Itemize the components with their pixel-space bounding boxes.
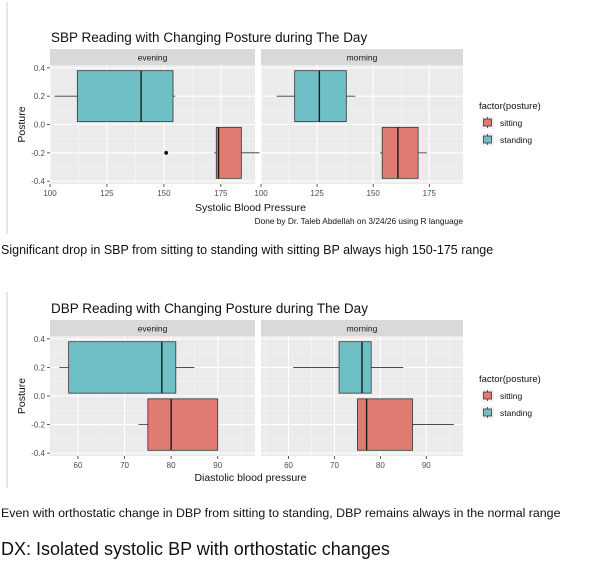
x-tick-label: 150 [367,189,381,198]
legend-label-standing: standing [500,408,532,418]
legend-key-standing [483,408,492,417]
x-tick-label: 100 [254,189,268,198]
dbp-figure: DBP Reading with Changing Posture during… [0,290,613,490]
left-border [6,292,8,488]
y-tick-label: -0.4 [31,177,45,186]
x-tick-label: 80 [167,461,176,470]
chart-title: SBP Reading with Changing Posture during… [51,30,367,45]
x-axis-title: Systolic Blood Pressure [195,202,306,214]
facet-strip-evening [50,320,255,336]
facet-strip-morning [261,49,463,65]
box-standing [76,70,174,123]
legend-label-sitting: sitting [500,118,522,128]
y-tick-label: 0.0 [34,392,46,401]
y-tick-label: 0.0 [34,121,46,130]
y-tick-label: 0.4 [34,335,46,344]
legend-key-sitting [483,391,492,400]
facet-label-morning: morning [347,53,378,63]
facet-label-morning: morning [347,324,378,334]
x-tick-label: 90 [422,461,431,470]
legend-label-sitting: sitting [500,391,522,401]
box-sitting [381,126,419,179]
facet-label-evening: evening [138,324,168,334]
legend-label-standing: standing [500,135,532,145]
box-sitting [215,126,242,179]
sbp-caption: Significant drop in SBP from sitting to … [1,243,494,257]
x-tick-label: 125 [310,189,324,198]
outlier-point [164,150,169,155]
facet-strip-evening [50,49,255,65]
x-tick-label: 100 [43,189,57,198]
x-tick-label: 125 [100,189,114,198]
diagnosis-text: DX: Isolated systolic BP with orthostati… [1,539,390,559]
box-sitting [357,398,413,451]
chart-title: DBP Reading with Changing Posture during… [51,301,368,316]
box-standing [338,341,372,394]
x-tick-label: 80 [376,461,385,470]
legend-key-sitting [483,118,492,127]
y-tick-label: -0.2 [31,421,45,430]
y-axis-title: Posture [16,106,28,142]
y-axis-title: Posture [16,378,28,414]
x-tick-label: 70 [120,461,129,470]
y-tick-label: 0.4 [34,64,46,73]
facet-strip-morning [261,320,463,336]
dbp-chart: DBP Reading with Changing Posture during… [16,301,541,484]
y-tick-label: 0.2 [34,92,46,101]
x-tick-label: 90 [213,461,222,470]
box-standing [68,341,177,394]
legend-key-standing [483,135,492,144]
box-sitting [147,398,219,451]
x-tick-label: 175 [423,189,437,198]
sbp-chart: SBP Reading with Changing Posture during… [16,30,541,226]
facet-label-evening: evening [138,53,168,63]
y-tick-label: -0.4 [31,449,45,458]
dbp-caption: Even with orthostatic change in DBP from… [1,506,561,520]
x-tick-label: 60 [284,461,293,470]
x-axis-title: Diastolic blood pressure [194,472,306,484]
x-tick-label: 175 [214,189,228,198]
left-border [6,2,8,234]
x-tick-label: 150 [157,189,171,198]
legend-title: factor(posture) [479,374,541,385]
legend-title: factor(posture) [479,101,541,112]
box-standing [294,70,347,123]
sbp-figure: SBP Reading with Changing Posture during… [0,0,613,238]
y-tick-label: -0.2 [31,149,45,158]
y-tick-label: 0.2 [34,363,46,372]
x-tick-label: 70 [330,461,339,470]
chart-annotation: Done by Dr. Taleb Abdellah on 3/24/26 us… [255,216,464,226]
x-tick-label: 60 [74,461,83,470]
